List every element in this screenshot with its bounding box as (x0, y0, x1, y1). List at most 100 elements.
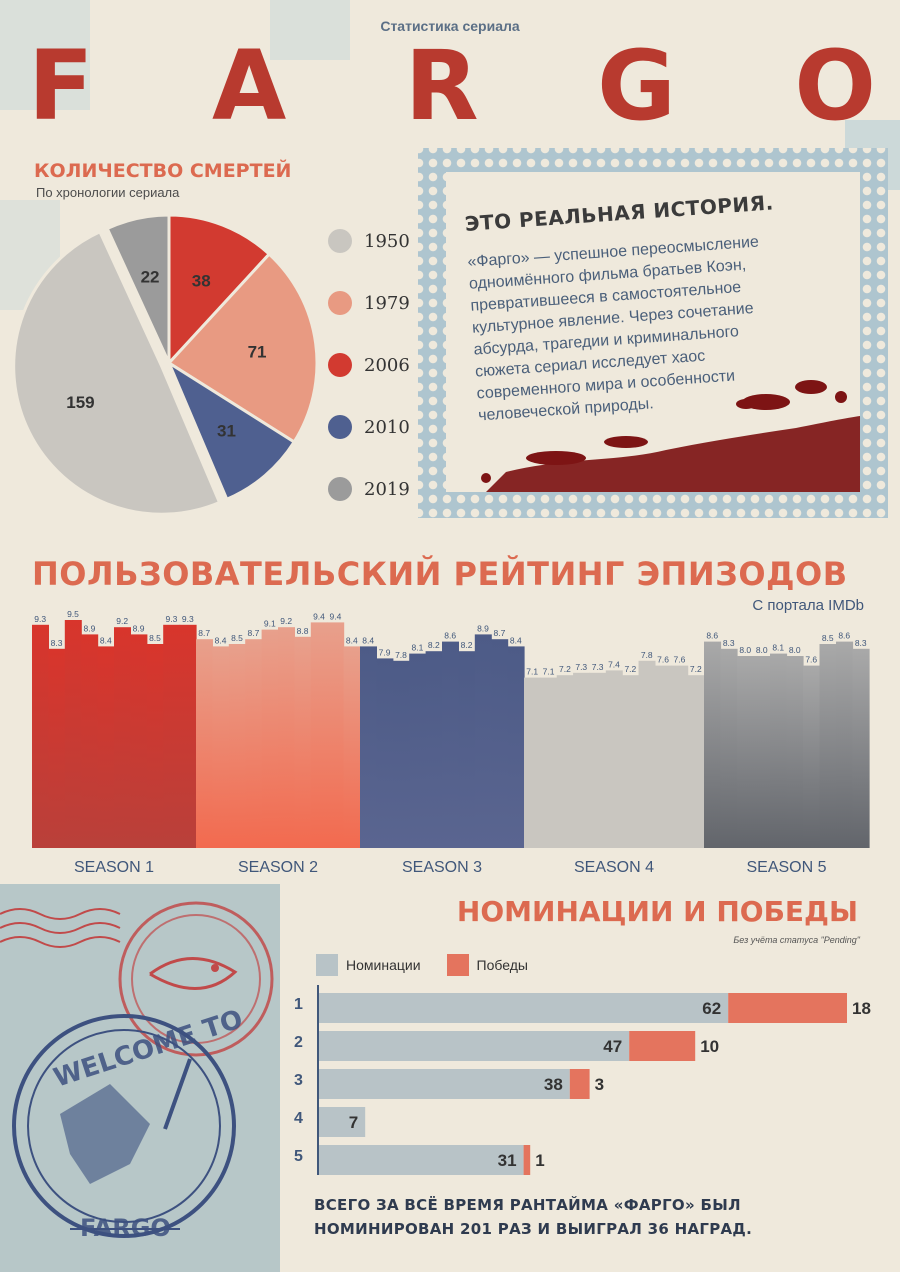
rating-value-label: 7.4 (608, 659, 620, 669)
rating-bar (228, 644, 246, 848)
legend-label: 1979 (364, 292, 410, 314)
rating-value-label: 7.2 (690, 664, 702, 674)
background-stamp-top-left (0, 0, 90, 110)
deaths-title: КОЛИЧЕСТВО СМЕРТЕЙ (34, 160, 292, 182)
rating-bar (327, 622, 345, 848)
rating-bar (638, 660, 656, 848)
rating-value-label: 8.9 (133, 623, 145, 633)
nominations-value: 47 (603, 1037, 622, 1056)
rating-value-label: 8.5 (231, 633, 243, 643)
rating-bar (786, 656, 804, 848)
wins-bar (569, 1069, 590, 1099)
rank-label: 5 (294, 1148, 303, 1165)
rating-value-label: 7.9 (379, 647, 391, 657)
legend-item-1979: 1979 (328, 272, 428, 334)
nominations-bar (319, 993, 729, 1023)
deaths-legend: 1950 1979 2006 2010 2019 (328, 210, 428, 520)
rating-value-label: 9.2 (116, 616, 128, 626)
legend-dot (328, 415, 352, 439)
rating-bar (540, 677, 558, 848)
season-label: SEASON 4 (574, 859, 654, 876)
rating-value-label: 9.1 (264, 619, 276, 629)
rating-value-label: 8.7 (198, 628, 210, 638)
legend-label: 1950 (364, 230, 410, 252)
ratings-chart: 9.3 8.3 9.5 8.9 8.4 9.2 8.9 8.5 9.3 9.3 SEASON 1 8.… (32, 609, 870, 876)
wins-value: 3 (595, 1075, 604, 1094)
rating-bar (654, 665, 672, 848)
legend-dot (328, 291, 352, 315)
rating-bar (704, 641, 722, 848)
rating-value-label: 9.3 (182, 614, 194, 624)
rating-value-label: 8.1 (772, 643, 784, 653)
rating-value-label: 8.1 (411, 643, 423, 653)
rating-bar (310, 622, 328, 848)
season-label: SEASON 1 (74, 859, 154, 876)
rating-bar (261, 629, 279, 848)
rating-bar (671, 665, 689, 848)
rating-bar (163, 624, 181, 848)
rating-bar (294, 636, 312, 848)
footer-line: НОМИНИРОВАН 201 РАЗ И ВЫИГРАЛ 36 НАГРАД. (314, 1220, 753, 1238)
rating-bar (64, 620, 82, 848)
background-stamp-top-center (270, 0, 350, 60)
rating-bar (458, 651, 476, 848)
season-label: SEASON 5 (746, 859, 826, 876)
rating-bar (392, 660, 410, 848)
rating-value-label: 8.4 (215, 635, 227, 645)
rank-label: 4 (294, 1110, 303, 1127)
pie-slice-1950 (14, 229, 222, 516)
nominations-value: 38 (544, 1075, 563, 1094)
title-letter: F (28, 30, 96, 142)
title-letter: G (597, 30, 678, 142)
nominations-legend: Номинации Победы (316, 954, 528, 976)
nominations-value: 62 (702, 999, 721, 1018)
rating-bar (491, 639, 509, 848)
rating-value-label: 8.7 (247, 628, 259, 638)
legend-item-1950: 1950 (328, 210, 428, 272)
legend-swatch-wins (446, 954, 469, 976)
rating-bar (524, 677, 541, 848)
rating-bar (770, 653, 788, 848)
wins-value: 1 (535, 1151, 544, 1170)
rating-value-label: 7.3 (592, 662, 604, 672)
rating-value-label: 7.3 (575, 662, 587, 672)
pie-value-label: 22 (141, 267, 160, 286)
wins-value: 18 (852, 999, 871, 1018)
rating-value-label: 7.6 (657, 655, 669, 665)
legend-label: 2006 (364, 354, 410, 376)
nominations-bar (319, 1031, 630, 1061)
rating-bar (442, 641, 459, 848)
rating-bar (836, 641, 854, 848)
legend-label: 2019 (364, 478, 410, 500)
deaths-subtitle: По хронологии сериала (36, 185, 180, 200)
rating-value-label: 8.3 (51, 638, 63, 648)
pie-slice-2019 (105, 213, 171, 364)
rating-bar (81, 634, 99, 848)
pie-value-label: 31 (217, 422, 236, 441)
rating-bar (146, 644, 164, 848)
page-title: F A R G O (28, 36, 878, 136)
rating-value-label: 8.3 (855, 638, 867, 648)
season-label: SEASON 3 (402, 859, 482, 876)
legend-dot (328, 477, 352, 501)
rating-value-label: 8.8 (297, 626, 309, 636)
wins-bar (523, 1145, 531, 1175)
nominations-bar (319, 1107, 366, 1137)
rating-value-label: 8.3 (723, 638, 735, 648)
rating-bar (720, 648, 738, 848)
rating-bar (573, 672, 591, 848)
nominations-bar (319, 1069, 570, 1099)
rating-bar (687, 675, 705, 848)
rating-bar (605, 670, 623, 848)
title-letter: O (794, 30, 878, 142)
rating-value-label: 7.8 (395, 650, 407, 660)
story-box: ЭТО РЕАЛЬНАЯ ИСТОРИЯ. «Фарго» — успешное… (418, 148, 888, 518)
rating-bar (556, 675, 574, 848)
rank-label: 3 (294, 1072, 303, 1089)
rating-value-label: 8.0 (756, 645, 768, 655)
title-letter: A (212, 30, 289, 142)
rating-bar (376, 658, 394, 848)
rating-value-label: 9.3 (165, 614, 177, 624)
page-subtitle: Статистика сериала (380, 18, 520, 34)
legend-dot (328, 353, 352, 377)
